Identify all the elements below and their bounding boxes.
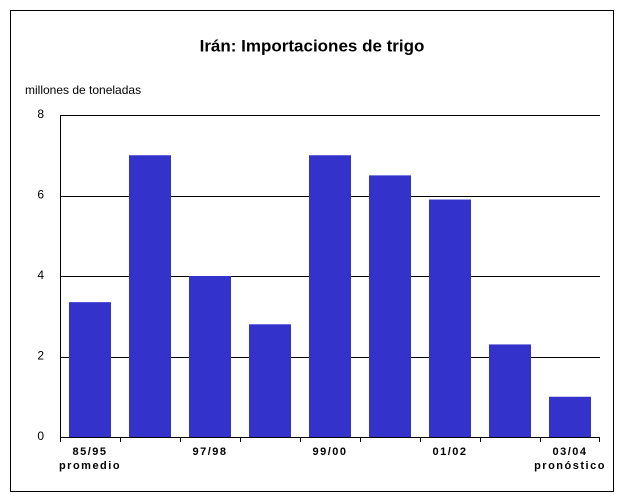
x-tick-label: 03/04 [552,446,587,458]
bar [369,175,411,437]
bar [69,302,111,437]
y-axis-label: millones de toneladas [25,83,141,97]
y-tick-label: 0 [37,429,44,443]
y-tick-label: 2 [37,349,44,363]
y-tick-label: 6 [37,188,44,202]
bar [309,155,351,437]
x-tick-sublabel: promedio [59,460,121,472]
bar [189,276,231,437]
chart-title: Irán: Importaciones de trigo [200,36,425,55]
x-tick-sublabel: pronóstico [534,460,606,472]
bar [549,396,591,437]
bar [249,324,291,437]
y-tick-label: 8 [37,107,44,121]
x-tick-label: 85/95 [72,446,107,458]
y-tick-label: 4 [37,268,44,282]
bar [429,199,471,437]
x-tick-label: 99/00 [312,446,347,458]
bar [489,344,531,437]
x-tick-label: 97/98 [192,446,227,458]
bar [129,155,171,437]
x-tick-label: 01/02 [432,446,467,458]
